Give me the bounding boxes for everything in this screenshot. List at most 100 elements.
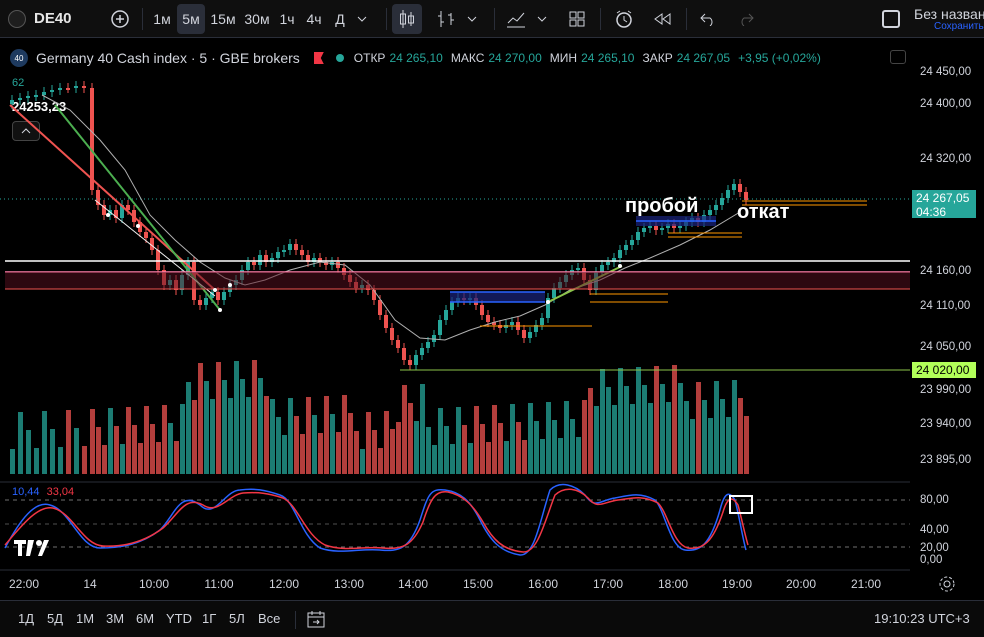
volume-bar (588, 388, 593, 474)
bar-style-icon[interactable] (432, 4, 460, 34)
interval-5[interactable]: 4ч (306, 11, 322, 27)
replay-icon[interactable] (648, 4, 676, 34)
candle-body (552, 288, 556, 298)
volume-bar (474, 406, 479, 474)
interval-3[interactable]: 30м (244, 11, 270, 27)
volume-bar (726, 417, 731, 474)
candle-body (300, 250, 304, 255)
candle-body (102, 205, 106, 215)
close-value: 24 267,05 (676, 51, 731, 65)
volume-bar (402, 385, 407, 474)
layout-checkbox[interactable] (882, 10, 900, 28)
range-button[interactable]: 5Л (229, 611, 245, 626)
range-button[interactable]: Все (258, 611, 281, 626)
interval-2[interactable]: 15м (210, 11, 236, 27)
volume-bar (26, 430, 31, 474)
range-button[interactable]: 6М (136, 611, 155, 626)
alert-clock-icon[interactable] (610, 4, 638, 34)
range-button[interactable]: 3М (106, 611, 125, 626)
range-button[interactable]: 1Д (18, 611, 35, 626)
candle-body (744, 192, 748, 200)
market-status-icon (335, 54, 344, 62)
interval-1[interactable]: 5м (177, 4, 205, 34)
volume-bar (258, 378, 263, 474)
layout-name[interactable]: Без назван (914, 6, 984, 22)
compare-add-icon[interactable] (108, 4, 132, 34)
volume-bar (168, 423, 173, 474)
chevron-down-icon[interactable] (534, 4, 550, 34)
candle-body (738, 184, 742, 192)
candle-body (432, 335, 436, 342)
range-button[interactable]: 1Г (202, 611, 217, 626)
redo-icon[interactable] (734, 4, 758, 34)
candles-chart-icon[interactable] (392, 4, 422, 34)
volume-bar (552, 420, 557, 474)
range-button[interactable]: 5Д (47, 611, 64, 626)
candle-body (642, 228, 646, 232)
chevron-down-icon[interactable] (464, 4, 480, 34)
layouts-grid-icon[interactable] (564, 4, 590, 34)
candle-body (26, 96, 30, 98)
volume-bar (174, 441, 179, 474)
candle-body (414, 355, 418, 365)
flag-icon (313, 52, 324, 64)
volume-bar (120, 444, 125, 474)
interval-4[interactable]: 1ч (279, 11, 295, 27)
candle-body (678, 226, 682, 228)
drawings (0, 94, 910, 571)
volume-bar (336, 432, 341, 474)
volume-bar (390, 429, 395, 474)
candle-body (58, 88, 62, 90)
volume-bar (288, 398, 293, 474)
range-button[interactable]: YTD (166, 611, 192, 626)
undo-icon[interactable] (696, 4, 720, 34)
volume-bar (366, 412, 371, 474)
volume-bar (624, 386, 629, 474)
volume-bar (426, 427, 431, 474)
candle-body (324, 262, 328, 265)
clock[interactable]: 19:10:23 UTC+3 (874, 611, 970, 626)
volume-bar (102, 445, 107, 474)
stoch-k-line (4, 483, 747, 556)
bottom-toolbar: 1Д 5Д 1М 3М 6М YTD 1Г 5Л Все 19:10:23 UTC+3 (0, 600, 984, 637)
open-value: 24 265,10 (389, 51, 443, 65)
candle-body (312, 258, 316, 262)
candle-body (708, 210, 712, 215)
candle-body (210, 292, 214, 298)
volume-bar (360, 449, 365, 474)
interval-6[interactable]: Д (335, 11, 345, 27)
candle-body (258, 255, 262, 265)
volume-bar (396, 422, 401, 474)
date-range-icon[interactable] (306, 609, 326, 632)
time-axis-label: 14 (83, 577, 97, 591)
candle-body (318, 258, 322, 262)
candle-body (222, 292, 226, 300)
chevron-down-icon[interactable] (353, 4, 371, 34)
layout-save-status[interactable]: Сохранить (934, 21, 984, 32)
volume-bar (180, 404, 185, 474)
price-chart[interactable] (0, 40, 910, 600)
range-button[interactable]: 1М (76, 611, 95, 626)
candle-body (606, 262, 610, 265)
maximize-pane-icon[interactable] (890, 50, 906, 64)
low-value: 24 265,10 (581, 51, 635, 65)
indicators-icon[interactable] (502, 4, 530, 34)
volume-bar (546, 402, 551, 474)
osc-axis-label: 40,00 (920, 524, 949, 536)
volume-bar (348, 413, 353, 474)
interval-0[interactable]: 1м (153, 11, 171, 27)
osc-axis-label: 20,00 (920, 542, 949, 554)
symbol-name[interactable]: DE40 (34, 10, 72, 27)
chart-settings-icon[interactable] (938, 575, 956, 593)
pullback-annotation[interactable]: откат (737, 201, 790, 223)
breakout-annotation[interactable]: пробой (625, 195, 699, 217)
high-label: МАКС (450, 51, 485, 65)
legend-title[interactable]: Germany 40 Cash index · 5 · GBE brokers (36, 50, 300, 66)
volume-bar (666, 402, 671, 474)
volume-bar (516, 422, 521, 474)
candle-body (144, 232, 148, 238)
candle-body (720, 198, 724, 205)
candle-body (660, 228, 664, 230)
symbol-logo-icon (8, 10, 26, 28)
candle-body (114, 210, 118, 218)
